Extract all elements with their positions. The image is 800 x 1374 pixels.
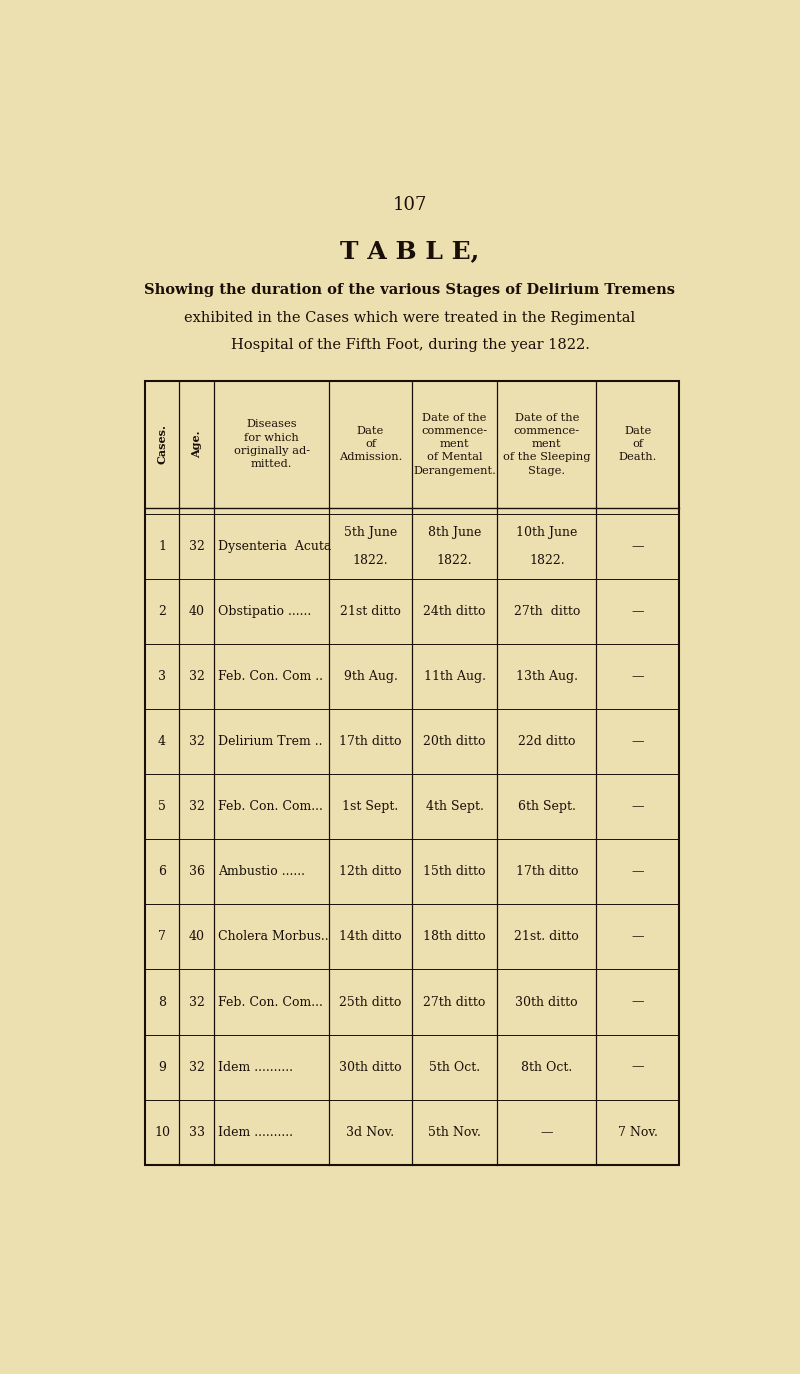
Text: 12th ditto: 12th ditto — [339, 866, 402, 878]
Text: Cases.: Cases. — [157, 425, 167, 464]
Text: 25th ditto: 25th ditto — [339, 996, 402, 1009]
Text: 3d Nov.: 3d Nov. — [346, 1125, 394, 1139]
Text: 20th ditto: 20th ditto — [423, 735, 486, 749]
Text: —: — — [631, 605, 644, 618]
Text: —: — — [631, 735, 644, 749]
Text: exhibited in the Cases which were treated in the Regimental: exhibited in the Cases which were treate… — [185, 311, 635, 324]
Text: 22d ditto: 22d ditto — [518, 735, 575, 749]
Text: Cholera Morbus..: Cholera Morbus.. — [218, 930, 329, 944]
Text: Idem ..........: Idem .......... — [218, 1061, 293, 1073]
Text: 4: 4 — [158, 735, 166, 749]
Text: 1822.: 1822. — [529, 554, 565, 567]
Bar — [145, 381, 679, 1165]
Text: 1st Sept.: 1st Sept. — [342, 800, 398, 813]
Text: 32: 32 — [189, 735, 205, 749]
Text: 30th ditto: 30th ditto — [339, 1061, 402, 1073]
Text: 1: 1 — [158, 540, 166, 554]
Text: Idem ..........: Idem .......... — [218, 1125, 293, 1139]
Text: 5th Nov.: 5th Nov. — [428, 1125, 481, 1139]
Text: 6: 6 — [158, 866, 166, 878]
Text: 13th Aug.: 13th Aug. — [516, 671, 578, 683]
Text: 9th Aug.: 9th Aug. — [343, 671, 398, 683]
Text: 8th Oct.: 8th Oct. — [521, 1061, 573, 1073]
Text: —: — — [631, 996, 644, 1009]
Text: 17th ditto: 17th ditto — [515, 866, 578, 878]
Text: —: — — [631, 540, 644, 554]
Text: 107: 107 — [393, 195, 427, 213]
Text: Delirium Trem ..: Delirium Trem .. — [218, 735, 322, 749]
Text: Feb. Con. Com...: Feb. Con. Com... — [218, 800, 322, 813]
Text: 5th June: 5th June — [344, 526, 397, 539]
Text: 33: 33 — [189, 1125, 205, 1139]
Text: 8: 8 — [158, 996, 166, 1009]
Text: 27th ditto: 27th ditto — [423, 996, 486, 1009]
Text: 32: 32 — [189, 540, 205, 554]
Text: 4th Sept.: 4th Sept. — [426, 800, 483, 813]
Text: T A B L E,: T A B L E, — [340, 239, 480, 262]
Text: —: — — [631, 800, 644, 813]
Text: 17th ditto: 17th ditto — [339, 735, 402, 749]
Text: —: — — [631, 671, 644, 683]
Text: 1822.: 1822. — [437, 554, 473, 567]
Text: 32: 32 — [189, 800, 205, 813]
Text: 7: 7 — [158, 930, 166, 944]
Text: —: — — [631, 1061, 644, 1073]
Text: 5th Oct.: 5th Oct. — [429, 1061, 480, 1073]
Text: 2: 2 — [158, 605, 166, 618]
Text: 15th ditto: 15th ditto — [423, 866, 486, 878]
Text: 21st ditto: 21st ditto — [340, 605, 401, 618]
Text: 14th ditto: 14th ditto — [339, 930, 402, 944]
Text: 32: 32 — [189, 1061, 205, 1073]
Text: 32: 32 — [189, 671, 205, 683]
Text: 30th ditto: 30th ditto — [515, 996, 578, 1009]
Text: Feb. Con. Com ..: Feb. Con. Com .. — [218, 671, 323, 683]
Text: Ambustio ......: Ambustio ...... — [218, 866, 305, 878]
Text: 6th Sept.: 6th Sept. — [518, 800, 576, 813]
Text: Obstipatio ......: Obstipatio ...... — [218, 605, 311, 618]
Text: Date
of
Death.: Date of Death. — [618, 426, 657, 463]
Text: 24th ditto: 24th ditto — [423, 605, 486, 618]
Text: Date of the
commence-
ment
of Mental
Derangement.: Date of the commence- ment of Mental Der… — [413, 412, 496, 475]
Text: 10: 10 — [154, 1125, 170, 1139]
Text: Hospital of the Fifth Foot, during the year 1822.: Hospital of the Fifth Foot, during the y… — [230, 338, 590, 352]
Text: 3: 3 — [158, 671, 166, 683]
Text: —: — — [631, 866, 644, 878]
Text: Date of the
commence-
ment
of the Sleeping
Stage.: Date of the commence- ment of the Sleepi… — [503, 412, 590, 475]
Text: —: — — [631, 930, 644, 944]
Text: 21st. ditto: 21st. ditto — [514, 930, 579, 944]
Text: 32: 32 — [189, 996, 205, 1009]
Text: 9: 9 — [158, 1061, 166, 1073]
Text: 1822.: 1822. — [353, 554, 388, 567]
Text: 5: 5 — [158, 800, 166, 813]
Text: Diseases
for which
originally ad-
mitted.: Diseases for which originally ad- mitted… — [234, 419, 310, 469]
Text: Date
of
Admission.: Date of Admission. — [338, 426, 402, 463]
Text: Age.: Age. — [191, 430, 202, 458]
Text: 11th Aug.: 11th Aug. — [424, 671, 486, 683]
Text: Showing the duration of the various Stages of Delirium Tremens: Showing the duration of the various Stag… — [145, 283, 675, 297]
Text: 40: 40 — [189, 605, 205, 618]
Text: 36: 36 — [189, 866, 205, 878]
Text: 40: 40 — [189, 930, 205, 944]
Text: 27th  ditto: 27th ditto — [514, 605, 580, 618]
Text: —: — — [541, 1125, 553, 1139]
Text: Dysenteria  Acuta: Dysenteria Acuta — [218, 540, 331, 554]
Text: 7 Nov.: 7 Nov. — [618, 1125, 658, 1139]
Text: 10th June: 10th June — [516, 526, 578, 539]
Text: Feb. Con. Com...: Feb. Con. Com... — [218, 996, 322, 1009]
Text: 8th June: 8th June — [428, 526, 482, 539]
Text: 18th ditto: 18th ditto — [423, 930, 486, 944]
